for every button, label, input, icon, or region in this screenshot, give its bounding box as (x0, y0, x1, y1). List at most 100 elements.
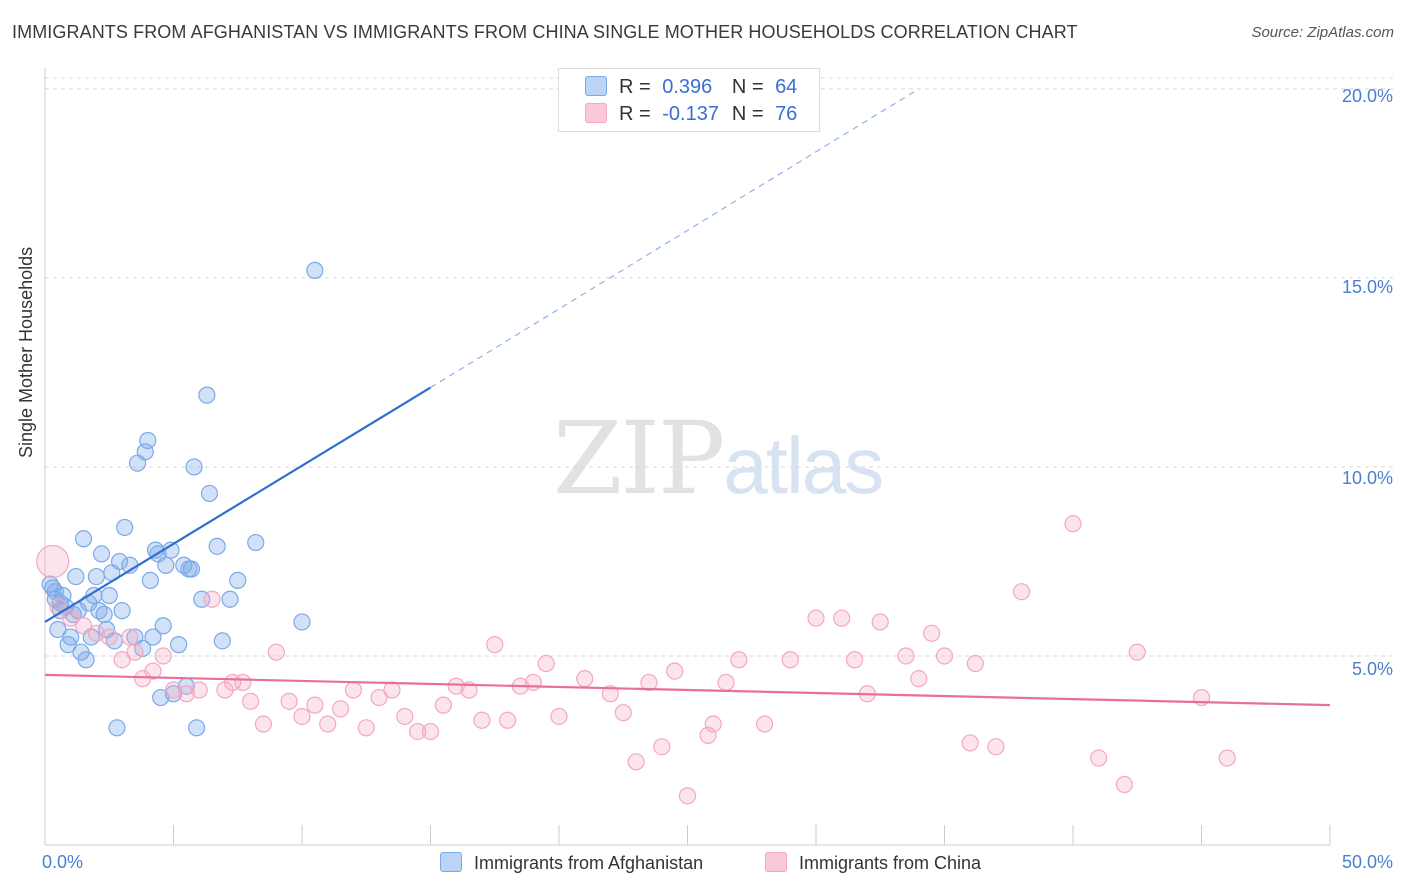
point-afghanistan (154, 617, 172, 635)
legend-r-label: R = (619, 76, 651, 98)
point-china (126, 643, 144, 661)
point-afghanistan (157, 556, 175, 574)
point-china (409, 722, 427, 741)
point-afghanistan (293, 613, 311, 631)
point-china (1128, 643, 1146, 661)
point-afghanistan (49, 620, 67, 639)
point-china (434, 696, 452, 714)
point-afghanistan (46, 583, 64, 601)
point-china (755, 715, 774, 733)
point-china (254, 715, 273, 733)
x-tick-label-right: 50.0% (1341, 852, 1393, 872)
bottom-legend-label-afghanistan: Immigrants from Afghanistan (474, 853, 704, 873)
point-china (164, 681, 183, 699)
point-china (576, 670, 594, 688)
point-china (113, 651, 131, 669)
point-afghanistan (170, 636, 188, 654)
point-china (383, 681, 401, 699)
point-china (537, 654, 555, 673)
point-china (1012, 583, 1031, 601)
point-china (614, 704, 632, 722)
point-china (910, 670, 928, 688)
point-china (190, 681, 208, 699)
bottom-legend-afghanistan: Immigrants from Afghanistan (440, 852, 703, 874)
point-china (357, 719, 375, 737)
point-china (100, 628, 118, 646)
legend-swatch-china (585, 103, 607, 123)
y-tick-label-15: 15.0% (1341, 277, 1393, 297)
legend-row-afghanistan: R = 0.396 N = 64 (585, 76, 797, 99)
point-afghanistan (67, 567, 85, 586)
point-china (293, 707, 311, 726)
point-china (678, 787, 697, 805)
point-china (447, 677, 465, 695)
y-tick-label-10: 10.0% (1341, 468, 1393, 488)
legend-row-china: R = -0.137 N = 76 (585, 103, 797, 126)
point-china (62, 609, 80, 627)
legend-swatch-afghanistan (585, 76, 607, 96)
point-china (704, 715, 722, 733)
point-afghanistan (92, 545, 111, 563)
point-afghanistan (144, 628, 162, 646)
legend-r-value: 0.396 (662, 76, 713, 98)
point-afghanistan (182, 560, 201, 578)
point-china (242, 692, 260, 710)
point-china (871, 613, 889, 631)
chart-title: IMMIGRANTS FROM AFGHANISTAN VS IMMIGRANT… (12, 22, 1078, 42)
legend-n-value: 64 (775, 76, 798, 98)
bottom-legend-swatch-china (765, 852, 787, 872)
point-afghanistan (200, 484, 219, 503)
point-afghanistan (247, 533, 265, 552)
point-china (473, 711, 491, 729)
point-china (370, 688, 388, 707)
y-tick-label-5: 5.0% (1351, 659, 1393, 679)
point-afghanistan (100, 586, 118, 605)
point-afghanistan (188, 719, 206, 737)
x-tick-label-left: 0.0% (42, 852, 84, 872)
point-china (344, 681, 362, 699)
point-afghanistan (208, 537, 226, 555)
point-china (923, 624, 941, 642)
point-afghanistan (306, 261, 324, 279)
point-china (897, 647, 915, 665)
point-afghanistan (221, 590, 239, 608)
point-afghanistan (164, 685, 183, 703)
point-afghanistan (152, 688, 170, 707)
point-china (144, 662, 162, 680)
point-china (87, 624, 106, 642)
point-afghanistan (95, 605, 113, 623)
point-china (319, 715, 337, 733)
legend-r-value: -0.137 (662, 103, 719, 125)
point-afghanistan (110, 552, 129, 571)
point-china (1218, 749, 1236, 767)
point-china (845, 651, 864, 669)
point-afghanistan (108, 719, 126, 737)
point-afghanistan (139, 431, 157, 450)
point-afghanistan (87, 567, 106, 586)
point-china (486, 636, 504, 654)
bottom-legend-swatch-afghanistan (440, 852, 462, 872)
point-china (74, 617, 93, 635)
point-afghanistan (229, 571, 247, 589)
legend-r-label: R = (619, 103, 651, 125)
point-afghanistan (185, 458, 203, 476)
point-china (280, 692, 298, 710)
point-china (730, 651, 748, 669)
point-china (961, 734, 979, 752)
point-china (49, 598, 67, 616)
point-china (550, 707, 568, 726)
point-china (421, 722, 440, 741)
point-afghanistan (198, 386, 216, 404)
point-afghanistan (213, 632, 231, 650)
watermark-atlas: atlas (723, 421, 884, 510)
point-china (1064, 515, 1082, 533)
point-china (987, 738, 1005, 756)
point-china (203, 590, 221, 608)
point-china (717, 673, 735, 692)
point-china (966, 654, 984, 673)
point-china (306, 696, 324, 714)
point-afghanistan (62, 628, 80, 646)
point-china (1115, 775, 1134, 794)
point-china (781, 651, 799, 669)
